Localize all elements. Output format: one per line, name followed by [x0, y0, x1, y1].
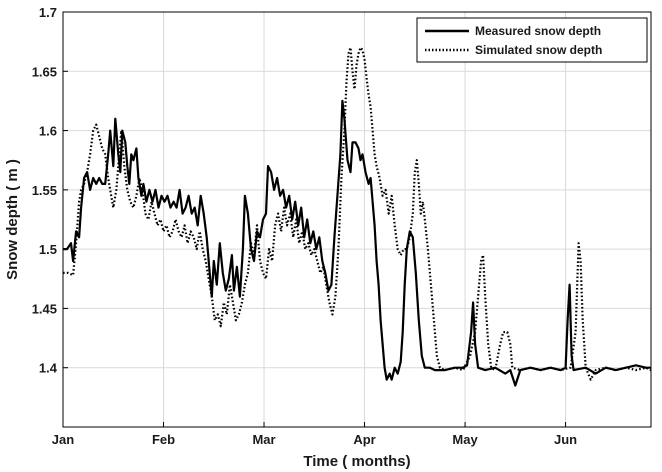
y-axis-ticks: 1.4 1.45 1.5 1.55 1.6 1.65 1.7	[32, 5, 68, 376]
x-axis-title: Time ( months)	[303, 453, 410, 470]
y-tick-label: 1.7	[39, 5, 57, 20]
y-tick-label: 1.55	[32, 183, 57, 198]
y-axis-title: Snow depth ( m )	[4, 159, 21, 280]
series-line-measured	[63, 99, 651, 387]
legend: Measured snow depth Simulated snow depth	[416, 17, 648, 63]
y-tick-label: 1.45	[32, 301, 57, 316]
legend-label-measured: Measured snow depth	[475, 24, 601, 38]
plot-frame	[62, 11, 652, 428]
y-tick-label: 1.4	[39, 361, 58, 376]
grid-lines	[63, 12, 651, 427]
series-layer	[63, 46, 651, 387]
x-tick-label: Jun	[554, 432, 577, 447]
x-tick-label: Apr	[353, 432, 375, 447]
x-tick-label: Jan	[52, 432, 74, 447]
y-tick-label: 1.5	[39, 242, 57, 257]
y-tick-label: 1.6	[39, 124, 57, 139]
legend-label-simulated: Simulated snow depth	[475, 43, 602, 57]
series-line-simulated	[63, 46, 651, 381]
x-tick-label: Feb	[152, 432, 175, 447]
legend-box	[416, 17, 648, 63]
x-tick-label: Mar	[252, 432, 275, 447]
y-tick-label: 1.65	[32, 64, 57, 79]
x-tick-label: May	[452, 432, 478, 447]
x-axis-ticks: Jan Feb Mar Apr May Jun	[52, 422, 577, 447]
